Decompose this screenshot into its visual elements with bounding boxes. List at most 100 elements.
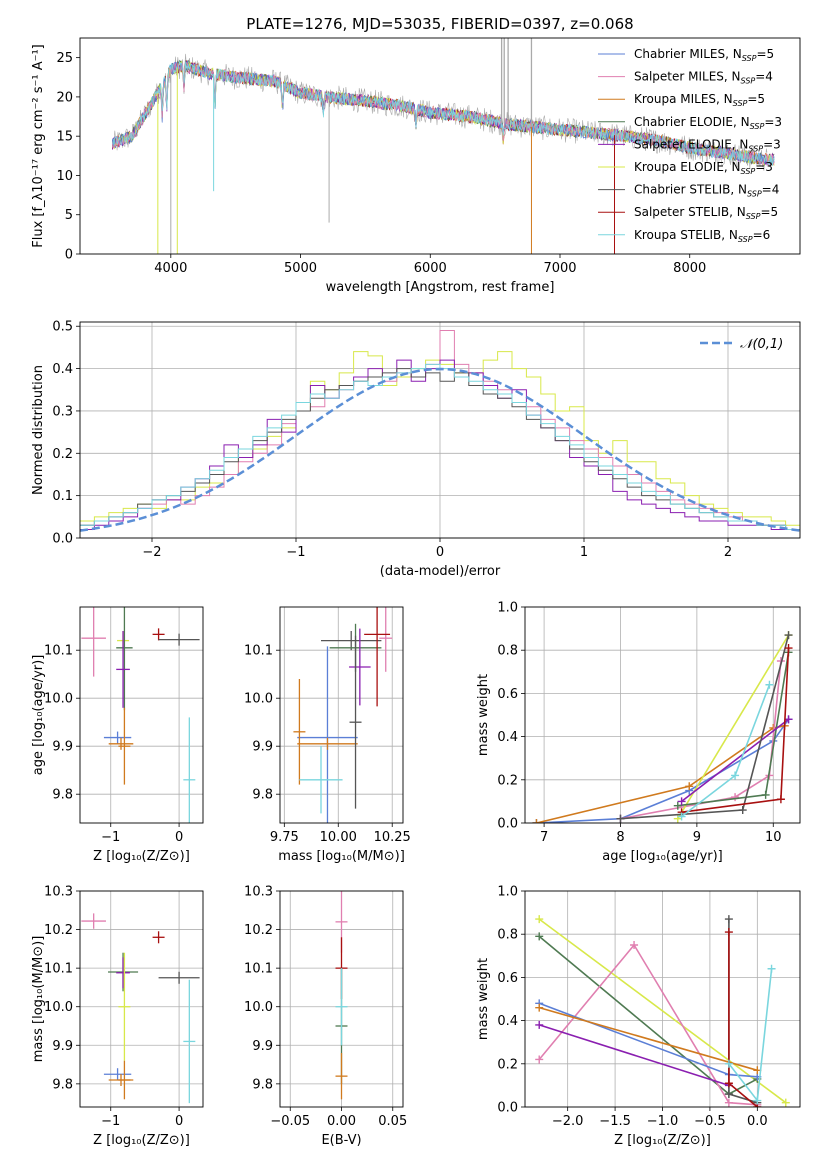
x-tick-label: 10 bbox=[765, 830, 782, 845]
histogram-chabrier_stelib bbox=[80, 368, 800, 531]
y-tick-label: 1.0 bbox=[497, 885, 518, 900]
y-tick-label: 0.2 bbox=[52, 447, 73, 462]
legend-entry: Salpeter STELIB, NSSP=5 bbox=[634, 205, 778, 221]
spectrum-line-chabrier_miles bbox=[112, 60, 775, 166]
x-tick-label: 0 bbox=[175, 1114, 183, 1129]
y-tick-label: 0.0 bbox=[497, 817, 518, 832]
y-tick-label: 0.3 bbox=[52, 404, 73, 419]
legend-entry: 𝒩(0,1) bbox=[740, 337, 783, 352]
axes-frame bbox=[79, 890, 204, 1108]
y-tick-label: 0.4 bbox=[497, 1014, 518, 1029]
histogram-legend: 𝒩(0,1) bbox=[700, 337, 783, 352]
y-tick-label: 0.8 bbox=[497, 928, 518, 943]
weight-line-kroupa_miles bbox=[538, 1006, 758, 1072]
y-tick-label: 10.0 bbox=[244, 692, 273, 707]
histogram-kroupa_stelib bbox=[80, 363, 800, 531]
histogram-kroupa_elodie bbox=[80, 351, 800, 526]
y-tick-label: 10.3 bbox=[244, 885, 273, 900]
y-tick-label: 9.8 bbox=[52, 1077, 73, 1092]
weight-marker bbox=[724, 1059, 733, 1068]
x-tick-label: 10.00 bbox=[320, 830, 357, 845]
weight-marker bbox=[535, 915, 544, 924]
x-axis-label: wavelength [Angstrom, rest frame] bbox=[326, 280, 555, 295]
y-tick-label: 0.1 bbox=[52, 489, 73, 504]
y-tick-label: 10.0 bbox=[244, 1000, 273, 1015]
spectrum-legend: Chabrier MILES, NSSP=5 Salpeter MILES, NS… bbox=[598, 47, 782, 244]
x-tick-label: 4000 bbox=[154, 261, 187, 276]
panel-1: −2 −1 0 1 2 0.0 0.1 0.2 0.3 0.4 0.5 (data-model)/er… bbox=[31, 320, 801, 579]
y-tick-label: 0.2 bbox=[497, 1057, 518, 1072]
y-tick-label: 10.0 bbox=[44, 1000, 73, 1015]
y-axis-label: mass weight bbox=[476, 674, 491, 756]
y-tick-label: 1.0 bbox=[497, 601, 518, 616]
y-tick-label: 0.0 bbox=[52, 532, 73, 547]
y-tick-label: 0.0 bbox=[497, 1101, 518, 1116]
x-tick-label: −1.5 bbox=[599, 1114, 631, 1129]
legend-entry: Chabrier STELIB, NSSP=4 bbox=[634, 183, 779, 199]
legend-entry: Salpeter ELODIE, NSSP=3 bbox=[634, 137, 781, 153]
weight-marker bbox=[616, 814, 625, 823]
y-tick-label: 10.0 bbox=[44, 692, 73, 707]
x-tick-label: 5000 bbox=[284, 261, 317, 276]
x-tick-label: −0.5 bbox=[694, 1114, 726, 1129]
y-tick-label: 9.8 bbox=[52, 788, 73, 803]
y-tick-label: 0.6 bbox=[497, 687, 518, 702]
weight-marker bbox=[761, 790, 770, 799]
weight-marker bbox=[731, 793, 740, 802]
y-axis-label: Normed distribution bbox=[31, 365, 46, 495]
plot-area bbox=[335, 891, 348, 1100]
weight-marker bbox=[532, 819, 541, 823]
x-tick-label: 6000 bbox=[414, 261, 447, 276]
weight-marker bbox=[724, 928, 733, 937]
x-axis-label: E(B-V) bbox=[321, 1133, 361, 1148]
legend-entry: Kroupa MILES, NSSP=5 bbox=[634, 92, 765, 108]
weight-marker bbox=[738, 806, 747, 815]
x-tick-label: 9.75 bbox=[270, 830, 299, 845]
y-tick-label: 9.8 bbox=[252, 1077, 273, 1092]
weight-marker bbox=[781, 1098, 790, 1107]
y-tick-label: 10.1 bbox=[44, 644, 73, 659]
axes-frame bbox=[279, 890, 404, 1108]
weight-line-chabrier_miles bbox=[538, 1002, 758, 1078]
weight-line-salpeter_stelib bbox=[681, 647, 790, 813]
x-tick-label: −1 bbox=[286, 545, 305, 560]
x-tick-label: −0.05 bbox=[270, 1114, 310, 1129]
weight-marker bbox=[630, 941, 639, 949]
x-tick-label: 10.25 bbox=[374, 830, 411, 845]
y-tick-label: 0 bbox=[65, 248, 73, 263]
weight-marker bbox=[784, 631, 793, 640]
x-axis-label: Z [log₁₀(Z/Z⊙)] bbox=[93, 1133, 190, 1148]
x-axis-label: Z [log₁₀(Z/Z⊙)] bbox=[93, 849, 190, 864]
weight-marker bbox=[724, 1090, 733, 1099]
y-tick-label: 9.9 bbox=[252, 1039, 273, 1054]
figure-title: PLATE=1276, MJD=53035, FIBERID=0397, z=0… bbox=[246, 15, 633, 33]
weight-line-kroupa_elodie bbox=[538, 918, 787, 1104]
weight-marker bbox=[535, 1003, 544, 1012]
y-axis-label: age [log₁₀(age/yr)] bbox=[31, 655, 46, 776]
plot-area bbox=[535, 915, 790, 1107]
y-tick-label: 0.2 bbox=[497, 773, 518, 788]
x-tick-label: −1 bbox=[101, 1114, 120, 1129]
weight-line-salpeter_elodie bbox=[681, 718, 789, 803]
panel-7: −2.0 −1.5 −1.0 −0.5 0.0 0.0 0.2 0.4 0.6 0.8 1.0 Z [… bbox=[476, 885, 801, 1148]
weight-marker bbox=[776, 795, 785, 804]
plot-area bbox=[81, 913, 200, 1104]
x-tick-label: 2 bbox=[724, 545, 732, 560]
normal-curve bbox=[80, 367, 800, 532]
weight-marker bbox=[765, 680, 774, 689]
x-tick-label: 9 bbox=[693, 830, 701, 845]
weight-line-kroupa_stelib bbox=[728, 968, 773, 1103]
plot-area bbox=[112, 38, 775, 254]
weight-marker bbox=[753, 1096, 762, 1105]
x-tick-label: 0.0 bbox=[747, 1114, 768, 1129]
y-tick-label: 10.1 bbox=[44, 962, 73, 977]
y-tick-label: 9.9 bbox=[52, 1039, 73, 1054]
weight-marker bbox=[724, 1079, 733, 1088]
x-tick-label: −2.0 bbox=[552, 1114, 584, 1129]
x-tick-label: −1 bbox=[101, 830, 120, 845]
legend-entry: Salpeter MILES, NSSP=4 bbox=[634, 70, 773, 86]
plot-area bbox=[81, 607, 200, 823]
x-axis-label: mass [log₁₀(M/M⊙)] bbox=[278, 849, 405, 864]
panel-4: 7 8 9 10 0.0 0.2 0.4 0.6 0.8 1.0 age [log₁₀(age/yr… bbox=[476, 601, 801, 864]
x-tick-label: −1.0 bbox=[647, 1114, 679, 1129]
